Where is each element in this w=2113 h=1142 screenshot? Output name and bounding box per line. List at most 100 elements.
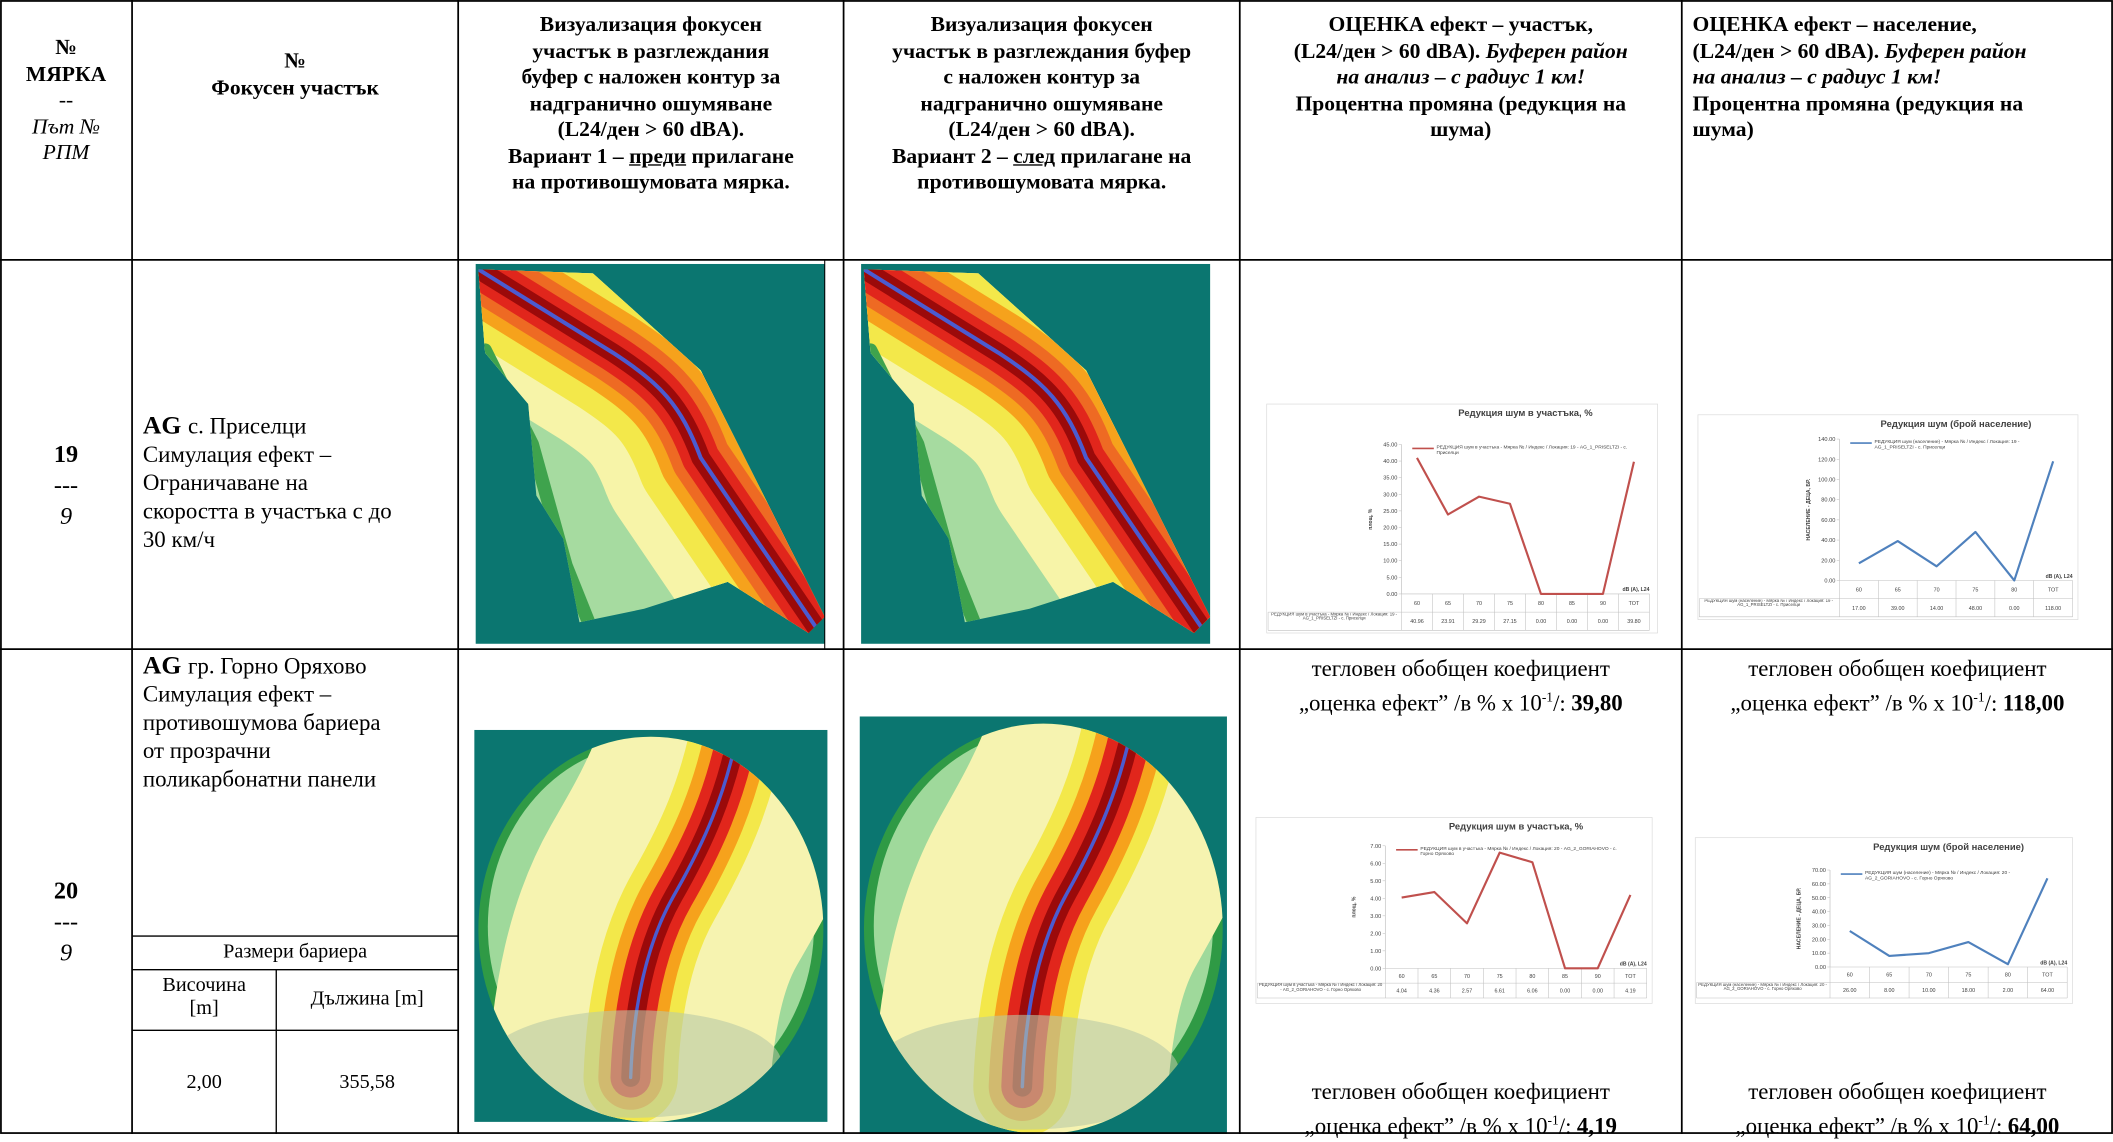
separator: --- xyxy=(53,907,79,935)
header-line: участък в разглеждания xyxy=(532,39,770,63)
legend: РЕДУКЦИЯ шум в участъка - Мярка № / Инде… xyxy=(1437,444,1628,455)
chart-title: Редукция шум в участъка, % xyxy=(1458,407,1593,418)
header-cell: ОЦЕНКА ефект – население, (L24/ден > 60 … xyxy=(1693,12,2111,143)
chart-title: Редукция шум в участъка, % xyxy=(1449,821,1584,832)
road-number: 9 xyxy=(59,938,73,966)
category-label: 90 xyxy=(1600,601,1606,607)
table-row-header: РЕДУКЦИЯ шум (население) - Мярка № / Инд… xyxy=(1698,982,1827,992)
y-tick-label: 0.00 xyxy=(1386,592,1397,598)
chart-title: Редукция шум (брой население) xyxy=(1881,418,2032,429)
focus-line: Ограничаване на xyxy=(143,469,456,497)
caption-exponent: -1 xyxy=(1541,690,1554,706)
category-label: 65 xyxy=(1445,601,1451,607)
noise-map xyxy=(475,263,825,644)
y-axis-label: НАСЕЛЕНИЕ - ДЕЦА, БР. xyxy=(1806,478,1812,540)
category-label: 75 xyxy=(1965,973,1971,979)
category-label: 80 xyxy=(1529,974,1535,980)
value-label: 4.04 xyxy=(1396,989,1406,995)
focus-code: AG xyxy=(142,412,182,441)
value-label: 40.96 xyxy=(1410,619,1423,625)
category-label: 80 xyxy=(1538,601,1544,607)
caption-line: „оценка ефект” /в % х 10-1/: 39,80 xyxy=(1240,684,1682,719)
value-label: 4.36 xyxy=(1429,989,1439,995)
header-line: Визуализация фокусен xyxy=(930,13,1153,37)
caption-line: тегловен обобщен коефициент xyxy=(1748,1078,2047,1105)
category-label: 85 xyxy=(1569,601,1575,607)
header-line: шума) xyxy=(1692,118,1754,142)
y-tick-label: 1.00 xyxy=(1370,949,1381,955)
header-line: Фокусен участък xyxy=(211,76,379,99)
value-label: 0.00 xyxy=(1536,619,1546,625)
legend: РЕДУКЦИЯ шум в участъка - Мярка № / Инде… xyxy=(1420,846,1616,857)
value-label: 0.00 xyxy=(1598,619,1608,625)
value-label: 8.00 xyxy=(1884,988,1894,994)
data-line xyxy=(1416,457,1635,596)
y-tick-label: 20.00 xyxy=(1383,526,1397,532)
header-line: Визуализация фокусен xyxy=(539,13,762,37)
focus-line: 30 км/ч xyxy=(143,525,456,553)
focus-text: от прозрачни xyxy=(142,738,271,764)
category-label: TOT xyxy=(2048,588,2059,594)
y-tick-label: 3.00 xyxy=(1370,914,1381,920)
y-tick-label: 5.00 xyxy=(1370,879,1381,885)
barrier-height: 2,00 xyxy=(186,1072,222,1094)
variant-label: Вариант 2 – xyxy=(892,144,1008,168)
category-label: 70 xyxy=(1464,974,1470,980)
caption-line: „оценка ефект” /в % х 10-1/: 4,19 xyxy=(1240,1107,1682,1142)
header-cell: № МЯРКА -- Път № РПМ xyxy=(0,35,132,166)
caption-exponent: -1 xyxy=(1973,690,1985,706)
focus-text: противошумова бариера xyxy=(142,709,381,736)
value-label: 6.61 xyxy=(1494,989,1504,995)
caption-text: „оценка ефект” /в % х 10 xyxy=(1730,690,1974,717)
value-label: 2.00 xyxy=(2003,988,2013,994)
caption-value: 118,00 xyxy=(2002,690,2065,717)
row-header-text: РЕДУКЦИЯ шум (население) - Мярка № / Инд… xyxy=(1698,982,1827,992)
caption-line: тегловен обобщен коефициент xyxy=(1748,655,2047,682)
legend: РЕДУКЦИЯ шум (население) - Мярка № / Инд… xyxy=(1865,870,2010,881)
focus-code: AG xyxy=(142,651,182,681)
caption-value: 64,00 xyxy=(2007,1113,2060,1139)
y-tick-label: 20.00 xyxy=(1821,558,1835,564)
category-label: 80 xyxy=(2011,588,2017,594)
focus-cell: AG с. Приселци Симулация ефект – Ограничава… xyxy=(143,412,456,553)
variant-label: Вариант 1 – xyxy=(507,144,624,168)
measure-cell: 19 --- 9 xyxy=(0,439,132,532)
focus-text: скоростта в участъка с до xyxy=(142,498,392,524)
chart-background xyxy=(1697,414,2079,620)
focus-cell: AG гр. Горно Оряхово Симулация ефект – прот… xyxy=(143,652,456,793)
caption: тегловен обобщен коефициент „оценка ефект… xyxy=(1240,655,1682,719)
category-label: 70 xyxy=(1926,973,1932,979)
focus-text: поликарбонатни панели xyxy=(142,766,377,792)
category-label: 60 xyxy=(1847,973,1853,979)
category-label: 60 xyxy=(1856,588,1862,594)
measure-number: 19 xyxy=(53,440,79,468)
data-line xyxy=(1858,460,2055,582)
value-label: 18.00 xyxy=(1962,988,1975,994)
caption-suffix: /: xyxy=(1558,1113,1572,1139)
legend: РЕДУКЦИЯ шум (население) - Мярка № / Инд… xyxy=(1874,439,2019,450)
x-axis-label: dB (A), L24 xyxy=(2046,574,2073,580)
y-tick-label: 80.00 xyxy=(1821,498,1835,504)
x-axis-label: dB (A), L24 xyxy=(1620,962,1647,968)
condition: (L24/ден > 60 dBA). xyxy=(1293,39,1481,63)
header-line: противошумовата мярка. xyxy=(917,171,1167,194)
focus-line: AG с. Приселци xyxy=(143,412,456,440)
road-number: 9 xyxy=(59,502,73,530)
category-label: 75 xyxy=(1507,601,1513,607)
value-label: 2.57 xyxy=(1462,989,1472,995)
italic-note: Буферен район xyxy=(1485,39,1628,63)
y-tick-label: 60.00 xyxy=(1812,882,1826,888)
measure-number: 20 xyxy=(53,876,79,904)
header-line: участък в разглеждания буфер xyxy=(892,39,1192,63)
caption-suffix: /: xyxy=(1989,1113,2003,1139)
value-label: 14.00 xyxy=(1930,606,1943,612)
barrier-title: Размери бариера xyxy=(223,941,368,963)
header-line: на анализ – с радиус 1 км! xyxy=(1336,65,1586,89)
value-label: 23.91 xyxy=(1441,619,1454,625)
header-cell: Визуализация фокусен участък в разглежда… xyxy=(844,12,1240,196)
y-tick-label: 100.00 xyxy=(1818,477,1835,483)
chart-background xyxy=(1266,403,1658,634)
row-header-text: РЕДУКЦИЯ шум (население) - Мярка № / Инд… xyxy=(1704,598,1834,608)
caption-line: „оценка ефект” /в % х 10-1/: 118,00 xyxy=(1682,684,2113,719)
